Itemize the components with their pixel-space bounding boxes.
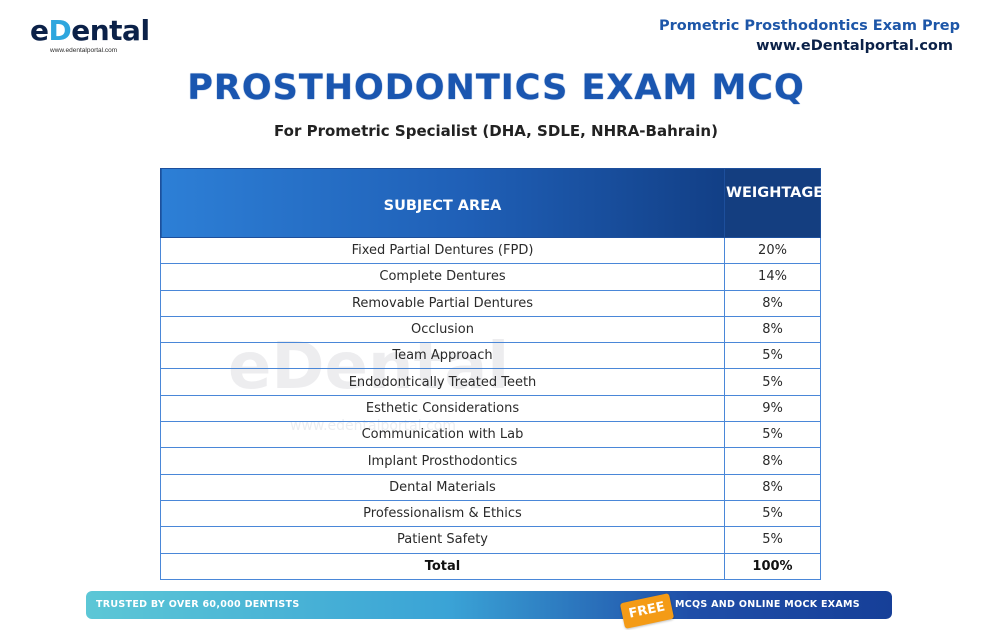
total-value: 100% xyxy=(724,552,821,580)
table-row: Endodontically Treated Teeth 5% xyxy=(160,368,821,396)
logo-prefix: e xyxy=(30,14,49,47)
table-header-row: SUBJECT AREA WEIGHTAGE xyxy=(160,168,823,238)
mcqs-mock-exams-text[interactable]: MCQS AND ONLINE MOCK EXAMS xyxy=(675,599,860,610)
weight-cell: 20% xyxy=(724,236,821,265)
subject-cell: Esthetic Considerations xyxy=(160,394,725,423)
weight-cell: 5% xyxy=(724,499,821,528)
weight-cell: 8% xyxy=(724,447,821,475)
header-url-link[interactable]: www.eDentalportal.com xyxy=(756,38,953,54)
footer-banner[interactable]: TRUSTED BY OVER 60,000 DENTISTS xyxy=(86,591,892,619)
table-row: Professionalism & Ethics 5% xyxy=(160,499,821,528)
total-label: Total xyxy=(160,552,725,580)
logo-suffix: ental xyxy=(71,14,150,47)
edental-logo[interactable]: eDental www.edentalportal.com xyxy=(30,16,150,55)
weight-cell: 5% xyxy=(724,368,821,396)
header-weightage: WEIGHTAGE xyxy=(724,168,823,238)
subject-cell: Communication with Lab xyxy=(160,421,725,449)
subject-cell: Team Approach xyxy=(160,342,725,370)
table-row: Esthetic Considerations 9% xyxy=(160,394,821,423)
weight-cell: 8% xyxy=(724,315,821,344)
table-row: Complete Dentures 14% xyxy=(160,263,821,291)
weight-cell: 5% xyxy=(724,421,821,449)
page-subtitle: For Prometric Specialist (DHA, SDLE, NHR… xyxy=(274,122,718,140)
logo-wordmark: eDental xyxy=(30,16,150,46)
header-subject-area: SUBJECT AREA xyxy=(160,168,725,238)
table-row: Communication with Lab 5% xyxy=(160,421,821,449)
subject-cell: Removable Partial Dentures xyxy=(160,289,725,317)
weight-cell: 9% xyxy=(724,394,821,423)
table-row: Implant Prosthodontics 8% xyxy=(160,447,821,475)
trusted-text: TRUSTED BY OVER 60,000 DENTISTS xyxy=(96,599,300,610)
table-row: Removable Partial Dentures 8% xyxy=(160,289,821,317)
subject-cell: Fixed Partial Dentures (FPD) xyxy=(160,236,725,265)
logo-url: www.edentalportal.com xyxy=(50,47,118,54)
weight-cell: 5% xyxy=(724,342,821,370)
table-row: Team Approach 5% xyxy=(160,342,821,370)
tooth-icon: D xyxy=(48,14,72,47)
subject-cell: Implant Prosthodontics xyxy=(160,447,725,475)
subject-cell: Patient Safety xyxy=(160,526,725,554)
subject-cell: Occlusion xyxy=(160,315,725,344)
weightage-table: SUBJECT AREA WEIGHTAGE Fixed Partial Den… xyxy=(160,168,823,580)
table-row: Occlusion 8% xyxy=(160,315,821,344)
weight-cell: 5% xyxy=(724,526,821,554)
table-row: Patient Safety 5% xyxy=(160,526,821,554)
weight-cell: 14% xyxy=(724,263,821,291)
table-row: Fixed Partial Dentures (FPD) 20% xyxy=(160,236,821,265)
subject-cell: Complete Dentures xyxy=(160,263,725,291)
weight-cell: 8% xyxy=(724,473,821,501)
subject-cell: Dental Materials xyxy=(160,473,725,501)
subject-cell: Professionalism & Ethics xyxy=(160,499,725,528)
table-row: Dental Materials 8% xyxy=(160,473,821,501)
header-title: Prometric Prosthodontics Exam Prep xyxy=(659,18,960,34)
weight-cell: 8% xyxy=(724,289,821,317)
table-total-row: Total 100% xyxy=(160,552,821,580)
header-info: Prometric Prosthodontics Exam Prep www.e… xyxy=(659,16,960,56)
subject-cell: Endodontically Treated Teeth xyxy=(160,368,725,396)
page-title: PROSTHODONTICS EXAM MCQ xyxy=(187,68,805,108)
